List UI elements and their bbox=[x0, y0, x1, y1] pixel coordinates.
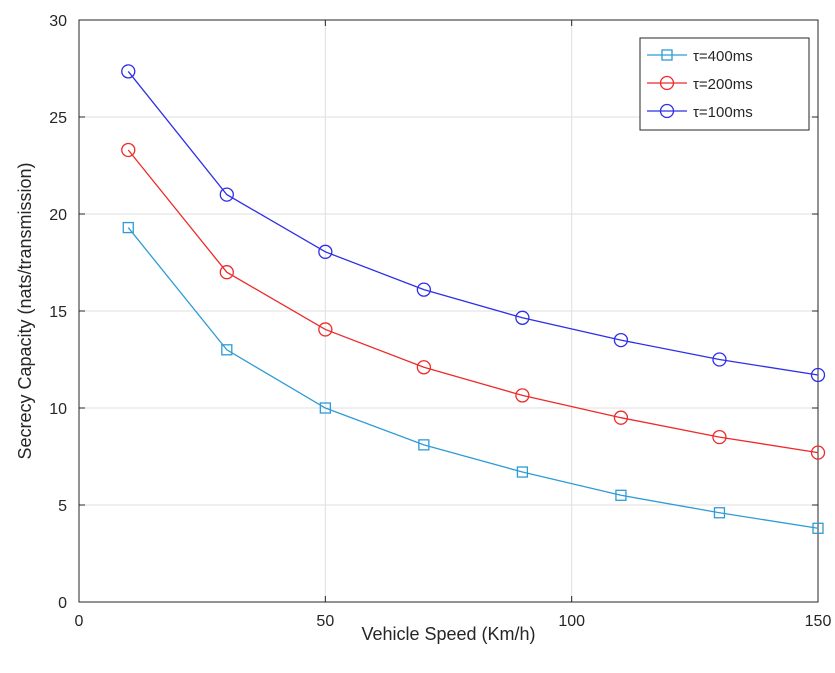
x-tick-label: 100 bbox=[558, 613, 585, 630]
data-point bbox=[515, 310, 530, 325]
data-point bbox=[516, 466, 529, 478]
legend-label: τ=200ms bbox=[693, 76, 753, 93]
data-point bbox=[221, 344, 233, 356]
data-point bbox=[318, 244, 333, 259]
data-point bbox=[810, 445, 826, 460]
y-tick-label: 30 bbox=[49, 13, 67, 30]
data-point bbox=[319, 402, 331, 414]
data-point bbox=[810, 367, 826, 383]
series-layer bbox=[121, 64, 826, 534]
series-1 bbox=[121, 142, 826, 460]
x-tick-label: 150 bbox=[805, 613, 832, 630]
y-tick-label: 15 bbox=[49, 304, 67, 321]
x-tick-label: 0 bbox=[75, 613, 84, 630]
tick-labels: 0 50 100 150 0 5 10 15 20 25 30 bbox=[49, 13, 831, 630]
data-point bbox=[515, 388, 530, 403]
data-point bbox=[219, 265, 234, 280]
y-tick-label: 25 bbox=[49, 110, 67, 127]
data-point bbox=[318, 322, 333, 337]
data-point bbox=[416, 360, 432, 375]
data-point bbox=[712, 352, 727, 367]
data-point bbox=[613, 332, 629, 348]
y-tick-label: 0 bbox=[58, 595, 67, 612]
data-point bbox=[219, 187, 234, 202]
x-tick-label: 50 bbox=[316, 613, 334, 630]
data-point bbox=[416, 282, 432, 297]
series-line bbox=[127, 227, 819, 529]
y-tick-label: 10 bbox=[49, 401, 67, 418]
data-point bbox=[122, 221, 134, 234]
legend-marker bbox=[661, 49, 673, 61]
x-axis-label: Vehicle Speed (Km/h) bbox=[361, 624, 535, 644]
series-0 bbox=[122, 221, 824, 534]
legend-label: τ=100ms bbox=[693, 104, 753, 121]
y-tick-label: 20 bbox=[49, 207, 67, 224]
legend-marker bbox=[659, 75, 675, 91]
series-line bbox=[127, 149, 819, 454]
data-point bbox=[418, 439, 430, 451]
data-point bbox=[121, 142, 136, 158]
legend-box bbox=[639, 37, 810, 131]
series-line bbox=[127, 71, 819, 376]
legend-label: τ=400ms bbox=[693, 48, 753, 65]
axes bbox=[78, 19, 819, 603]
y-tick-label: 5 bbox=[58, 498, 67, 515]
legend: τ=400ms τ=200ms τ=100ms bbox=[639, 37, 810, 131]
data-point bbox=[615, 489, 627, 501]
legend-marker bbox=[659, 103, 675, 119]
y-axis-label: Secrecy Capacity (nats/transmission) bbox=[15, 162, 35, 459]
data-point bbox=[613, 410, 629, 425]
plot-box bbox=[78, 19, 819, 603]
data-point bbox=[712, 429, 727, 445]
data-point bbox=[121, 64, 136, 79]
data-point bbox=[812, 522, 824, 534]
data-point bbox=[713, 507, 726, 519]
series-2 bbox=[121, 64, 826, 383]
